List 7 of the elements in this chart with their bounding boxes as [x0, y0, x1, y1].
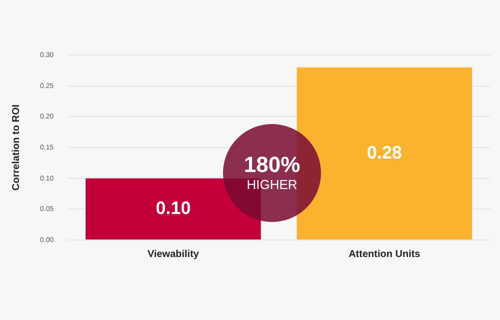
data-label: 0.28: [366, 142, 402, 162]
data-label: 0.10: [156, 198, 191, 218]
x-tick-label: Viewability: [147, 248, 200, 260]
y-axis-title: Correlation to ROI: [10, 104, 22, 191]
annotation: HIGHER: [246, 177, 298, 193]
annotation: 180%: [244, 152, 300, 177]
x-tick-label: Attention Units: [348, 248, 421, 260]
